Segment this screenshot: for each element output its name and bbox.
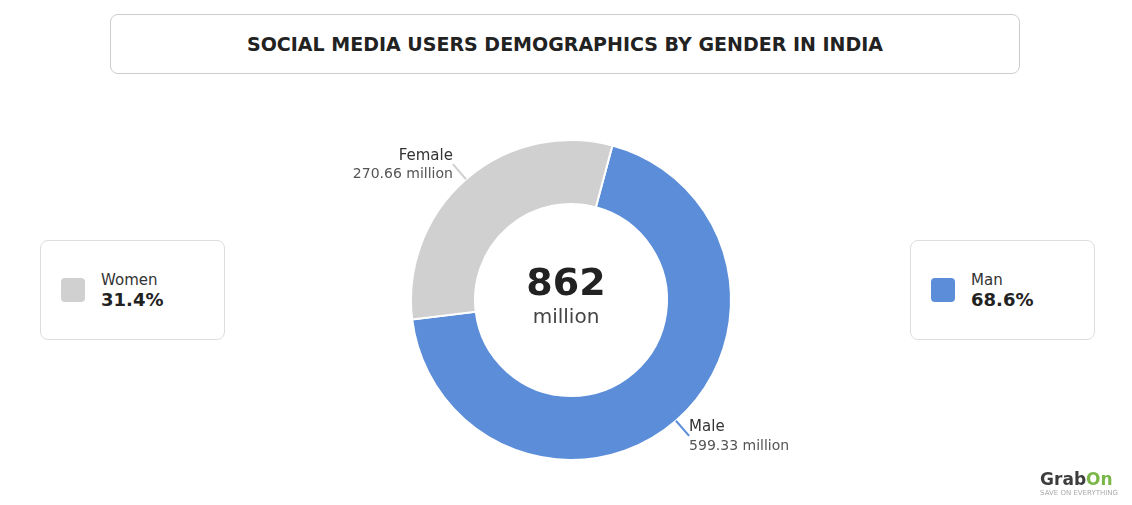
html-text:Women: Women xyxy=(101,270,158,289)
html-text:million: million xyxy=(532,303,600,328)
html-text:Man: Man xyxy=(971,270,1003,289)
html-text:68.6%: 68.6% xyxy=(971,288,1034,310)
html-text:SOCIAL MEDIA USERS DEMOGRAPHIC: SOCIAL MEDIA USERS DEMOGRAPHICS BY GENDE… xyxy=(247,33,883,55)
html-text:SAVE ON EVERYTHING: SAVE ON EVERYTHING xyxy=(1040,489,1118,497)
html-text:31.4%: 31.4% xyxy=(101,288,164,310)
svg-text:Female270.66 million: Female270.66 million xyxy=(353,146,453,181)
svg-text:Male599.33 million: Male599.33 million xyxy=(689,417,789,452)
html-text:Grab On: Grab On xyxy=(1040,469,1113,489)
html-text:862: 862 xyxy=(526,260,606,305)
